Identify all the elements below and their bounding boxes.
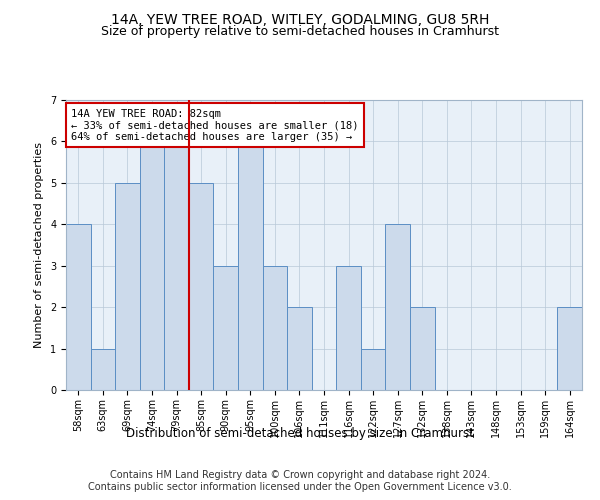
Bar bbox=[164, 142, 189, 390]
Bar bbox=[361, 348, 385, 390]
Bar bbox=[287, 307, 312, 390]
Text: Distribution of semi-detached houses by size in Cramhurst: Distribution of semi-detached houses by … bbox=[126, 428, 474, 440]
Text: Size of property relative to semi-detached houses in Cramhurst: Size of property relative to semi-detach… bbox=[101, 25, 499, 38]
Bar bbox=[214, 266, 238, 390]
Text: Contains HM Land Registry data © Crown copyright and database right 2024.: Contains HM Land Registry data © Crown c… bbox=[110, 470, 490, 480]
Bar bbox=[385, 224, 410, 390]
Text: Contains public sector information licensed under the Open Government Licence v3: Contains public sector information licen… bbox=[88, 482, 512, 492]
Bar bbox=[410, 307, 434, 390]
Bar bbox=[263, 266, 287, 390]
Text: 14A YEW TREE ROAD: 82sqm
← 33% of semi-detached houses are smaller (18)
64% of s: 14A YEW TREE ROAD: 82sqm ← 33% of semi-d… bbox=[71, 108, 359, 142]
Y-axis label: Number of semi-detached properties: Number of semi-detached properties bbox=[34, 142, 44, 348]
Bar bbox=[66, 224, 91, 390]
Bar bbox=[336, 266, 361, 390]
Bar bbox=[91, 348, 115, 390]
Bar bbox=[238, 142, 263, 390]
Bar bbox=[140, 142, 164, 390]
Bar bbox=[557, 307, 582, 390]
Bar bbox=[115, 183, 140, 390]
Bar bbox=[189, 183, 214, 390]
Text: 14A, YEW TREE ROAD, WITLEY, GODALMING, GU8 5RH: 14A, YEW TREE ROAD, WITLEY, GODALMING, G… bbox=[111, 12, 489, 26]
